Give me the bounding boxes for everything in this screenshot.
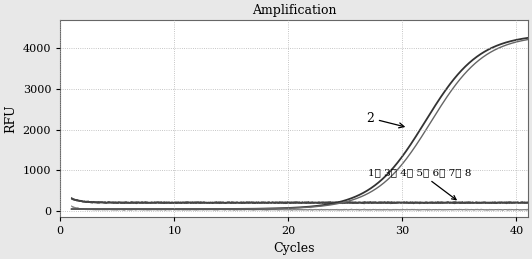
Y-axis label: RFU: RFU: [4, 104, 17, 133]
Title: Amplification: Amplification: [252, 4, 336, 17]
Text: 1、 3、 4、 5、 6、 7、 8: 1、 3、 4、 5、 6、 7、 8: [368, 168, 471, 200]
X-axis label: Cycles: Cycles: [273, 242, 315, 255]
Text: 2: 2: [366, 112, 404, 128]
